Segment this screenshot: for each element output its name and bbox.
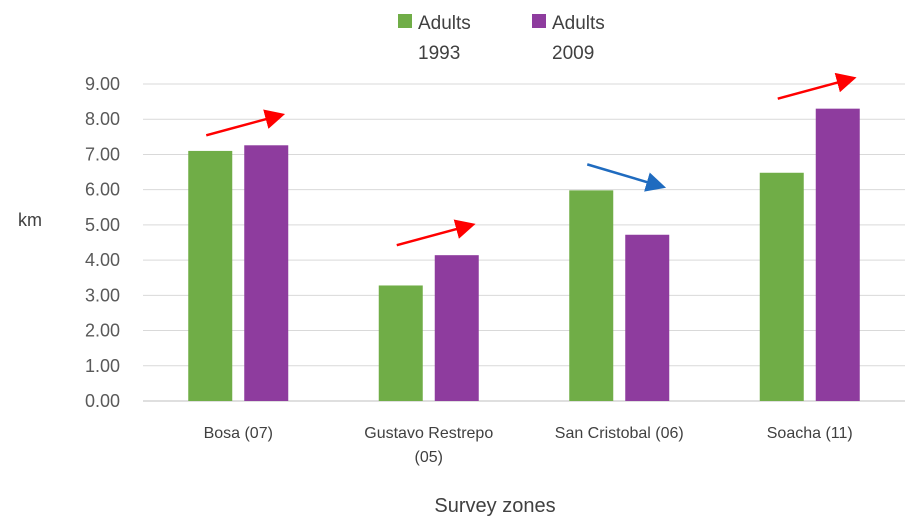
x-category-label: San Cristobal (06) xyxy=(555,425,684,442)
legend-label: Adults 1993 xyxy=(418,13,471,64)
x-category-label: Gustavo Restrepo (05) xyxy=(364,425,493,466)
bar-adults-2009 xyxy=(815,108,860,402)
bar-adults-1993 xyxy=(569,190,614,401)
y-tick-label: 5.00 xyxy=(85,215,120,235)
bar-adults-2009 xyxy=(434,255,479,401)
legend: Adults 1993 Adults 2009 xyxy=(398,13,605,64)
x-axis-categories: Bosa (07) Gustavo Restrepo (05) San Cristob… xyxy=(204,425,853,466)
y-tick-label: 6.00 xyxy=(85,180,120,200)
y-tick-label: 1.00 xyxy=(85,356,120,376)
y-tick-label: 0.00 xyxy=(85,391,120,411)
y-tick-label: 3.00 xyxy=(85,285,120,305)
trend-arrow-up xyxy=(396,219,476,247)
legend-swatch xyxy=(532,14,546,28)
legend-label: Adults 2009 xyxy=(552,13,605,64)
trend-arrows xyxy=(205,72,857,247)
legend-swatch xyxy=(398,14,412,28)
x-category-label: Soacha (11) xyxy=(767,425,853,442)
bar-adults-2009 xyxy=(244,145,289,401)
x-category-label: Bosa (07) xyxy=(204,425,273,442)
y-tick-label: 8.00 xyxy=(85,109,120,129)
trend-arrow-down xyxy=(586,163,667,192)
y-tick-label: 4.00 xyxy=(85,250,120,270)
bar-adults-1993 xyxy=(759,172,804,401)
bar-adults-2009 xyxy=(625,234,670,401)
bar-adults-1993 xyxy=(378,285,423,401)
bar-adults-1993 xyxy=(188,150,233,401)
trend-arrow-up xyxy=(205,109,286,137)
y-axis-ticks: 0.00 1.00 2.00 3.00 4.00 5.00 6.00 7.00 8.00 9.00 xyxy=(85,74,120,411)
y-tick-label: 7.00 xyxy=(85,144,120,164)
y-tick-label: 2.00 xyxy=(85,321,120,341)
bars xyxy=(188,108,860,402)
y-tick-label: 9.00 xyxy=(85,74,120,94)
x-axis-label: Survey zones xyxy=(434,495,555,517)
trend-arrow-up xyxy=(777,72,857,100)
y-axis-label: km xyxy=(18,210,42,230)
